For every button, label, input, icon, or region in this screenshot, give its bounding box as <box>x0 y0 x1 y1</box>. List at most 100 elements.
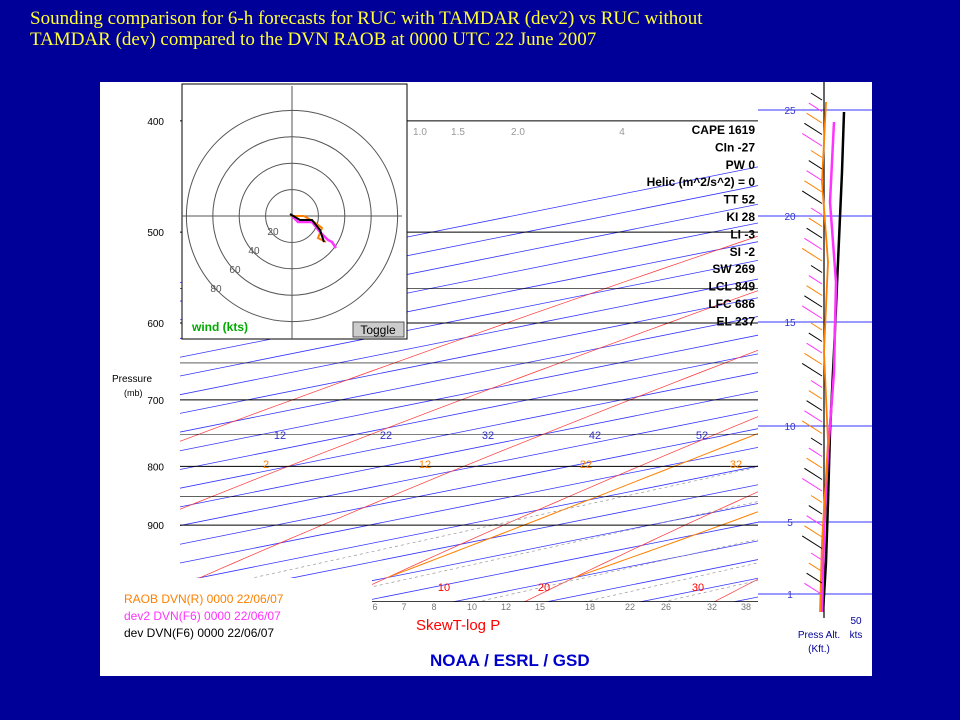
temperature-label-850: 52 <box>696 430 708 442</box>
hodograph-trace-raob <box>292 215 327 243</box>
stability-index: KI 28 <box>726 210 755 224</box>
wind-profile-xunit: (Kft.) <box>808 644 830 655</box>
wind-barb <box>806 170 823 181</box>
mixing-ratio-label-bottom: 15 <box>535 602 545 612</box>
pressure-tick-label: 700 <box>147 396 164 407</box>
wind-barb <box>810 495 823 503</box>
hodograph-trace-dev <box>289 213 325 243</box>
mixing-ratio-label-bottom: 6 <box>372 602 377 612</box>
toggle-button-face[interactable] <box>352 321 405 338</box>
wind-barb <box>801 132 823 147</box>
stability-index: TT 52 <box>724 193 756 207</box>
stability-index: EL 237 <box>717 314 756 328</box>
wind-barb <box>804 180 823 193</box>
stability-indices: CAPE 1619 CIn -27 PW 0 Helic (m^2/s^2) = 0 T… <box>647 123 756 328</box>
isotherm-line <box>180 334 758 452</box>
wind-profile-panel <box>760 82 872 676</box>
legend: RAOB DVN(R) 0000 22/06/07 dev2 DVN(F6) 00… <box>118 578 372 646</box>
hodograph: 20 40 60 80 wind (kts) Toggle <box>181 83 408 340</box>
isotherm-line <box>180 166 758 283</box>
mixing-ratio-label-bottom: 18 <box>585 602 595 612</box>
legend-entry: RAOB DVN(R) 0000 22/06/07 <box>124 592 284 606</box>
wind-barb <box>804 295 823 308</box>
mixing-ratio-line <box>583 562 758 602</box>
hodograph-label: wind (kts) <box>191 320 248 334</box>
wind-speed-scale-value: 50 <box>850 616 862 627</box>
skewt-figure: 20 40 60 80 wind (kts) Toggle 400 500 600 700 8… <box>100 82 872 676</box>
dry-adiabat-line <box>524 491 758 602</box>
pressure-tick-label: 900 <box>147 521 164 532</box>
pressure-tick-label: 800 <box>147 462 164 473</box>
wind-barb <box>810 437 823 446</box>
mixing-ratio-label-bottom: 38 <box>741 602 751 612</box>
y-axis-label: Pressure <box>112 374 152 385</box>
altitude-label: 1 <box>787 590 793 601</box>
stability-index: PW 0 <box>726 158 756 172</box>
stability-index: CIn -27 <box>715 140 755 154</box>
altitude-label: 5 <box>787 518 793 529</box>
wind-barb <box>806 515 823 526</box>
mixing-ratio-label-bottom: 22 <box>625 602 635 612</box>
mixing-ratio-line <box>180 466 758 595</box>
wind-barb <box>801 305 823 319</box>
wind-barb <box>804 525 823 538</box>
wind-speed-raob <box>819 101 829 613</box>
stability-index: SW 269 <box>712 262 755 276</box>
wind-barb <box>801 362 823 377</box>
temperature-label-850: 42 <box>589 430 601 442</box>
chart-title: SkewT-log P <box>416 617 500 634</box>
wind-barb <box>806 342 823 354</box>
mixing-ratio-label-bottom: 32 <box>707 602 717 612</box>
wind-barb <box>810 207 823 216</box>
toggle-button[interactable]: Toggle <box>352 321 405 338</box>
stability-index: CAPE 1619 <box>692 123 756 137</box>
wind-barb <box>806 227 823 239</box>
hodograph-plot: 20 40 60 80 <box>182 86 402 339</box>
wind-barb <box>808 390 823 400</box>
wind-barb <box>808 332 823 342</box>
altitude-label: 25 <box>784 106 796 117</box>
altitude-label: 15 <box>784 318 796 329</box>
wind-barb <box>810 150 823 158</box>
wind-barb <box>801 190 823 204</box>
mixing-ratio-label-bottom: 7 <box>401 602 406 612</box>
wind-barb <box>808 562 823 572</box>
wind-barb <box>801 420 823 434</box>
pressure-tick-label: 500 <box>147 228 164 239</box>
wind-barb <box>804 237 823 250</box>
wind-barb <box>808 160 823 170</box>
isotherm-line <box>265 503 758 602</box>
slide-title-line2: TAMDAR (dev) compared to the DVN RAOB at… <box>30 29 597 50</box>
moist-adiabat-line <box>573 511 758 579</box>
wind-barb <box>804 582 823 595</box>
mixing-ratio-label-top: 1.5 <box>451 127 465 138</box>
stability-index: LFC 686 <box>708 297 755 311</box>
slide-title-line1: Sounding comparison for 6-h forecasts fo… <box>30 8 703 29</box>
slide-title: Sounding comparison for 6-h forecasts fo… <box>30 8 950 50</box>
wind-barb <box>810 380 823 388</box>
wind-barb <box>810 265 823 273</box>
wind-barb <box>804 467 823 480</box>
stability-index: LI -3 <box>730 227 755 241</box>
temperature-label-950: 2 <box>263 459 269 471</box>
temperature-label-850: 12 <box>274 430 286 442</box>
toggle-button-label[interactable]: Toggle <box>360 323 396 337</box>
pressure-tick-label: 400 <box>147 117 164 128</box>
wind-barb <box>801 535 823 549</box>
wind-barb <box>806 112 823 124</box>
wind-barb <box>808 447 823 457</box>
mixing-ratio-label-bottom: 12 <box>501 602 511 612</box>
pressure-tick-label: 600 <box>147 319 164 330</box>
hodograph-ring-label: 40 <box>248 246 260 257</box>
hodograph-ring-label: 20 <box>267 227 279 238</box>
hodograph-ring-label: 80 <box>210 284 222 295</box>
isotherm-line <box>180 428 758 545</box>
wind-barb <box>801 247 823 262</box>
wind-barb <box>808 102 823 112</box>
y-axis-unit: (mb) <box>124 388 143 398</box>
wind-barb <box>806 457 823 469</box>
stability-index: SI -2 <box>730 245 756 259</box>
mixing-ratio-label-top: 2.0 <box>511 127 525 138</box>
wind-barb <box>804 352 823 365</box>
altitude-label: 20 <box>784 212 796 223</box>
